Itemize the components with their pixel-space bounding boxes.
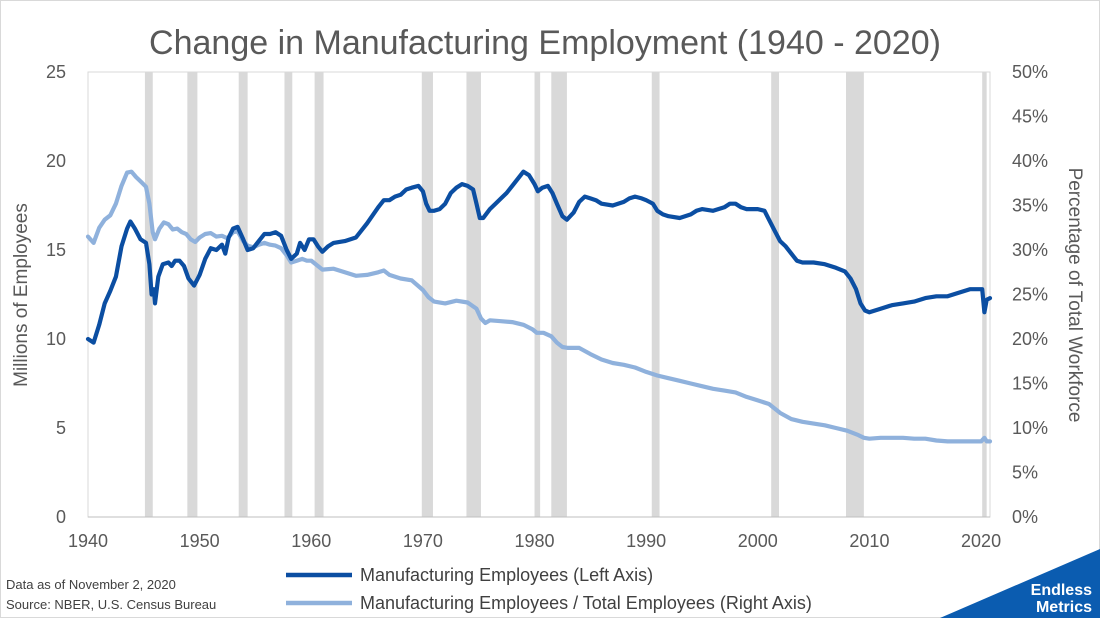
recession-band [651, 72, 660, 517]
x-tick-label: 1990 [626, 531, 666, 551]
y2-tick-label: 5% [1012, 463, 1038, 483]
y-tick-label: 15 [46, 240, 66, 260]
y2-tick-label: 25% [1012, 285, 1048, 305]
y-tick-label: 0 [56, 507, 66, 527]
x-tick-label: 2010 [849, 531, 889, 551]
chart-title: Change in Manufacturing Employment (1940… [149, 24, 941, 62]
legend-label: Manufacturing Employees / Total Employee… [360, 593, 812, 613]
recession-band [314, 72, 324, 517]
y-tick-label: 25 [46, 62, 66, 82]
y2-tick-label: 50% [1012, 62, 1048, 82]
recession-band [238, 72, 248, 517]
logo-line-1: Endless [1030, 582, 1092, 599]
series-line-share [85, 169, 993, 444]
x-tick-label: 1940 [68, 531, 108, 551]
y-tick-label: 5 [56, 418, 66, 438]
recession-band [144, 72, 153, 517]
series-line-employees [85, 169, 993, 345]
y2-tick-label: 20% [1012, 329, 1048, 349]
recession-band [466, 72, 481, 517]
y2-tick-label: 10% [1012, 418, 1048, 438]
x-tick-label: 1970 [403, 531, 443, 551]
x-tick-label: 1980 [515, 531, 555, 551]
recession-band [845, 72, 864, 517]
x-tick-label: 2020 [961, 531, 1001, 551]
recession-band [284, 72, 293, 517]
right-axis-title: Percentage of Total Workforce [1064, 168, 1085, 423]
y2-tick-label: 0% [1012, 507, 1038, 527]
axes: 1940 1950 1960 1970 1980 1990 2000 2010 20200510… [46, 62, 1048, 551]
logo-text: Endless Metrics [1031, 582, 1092, 616]
recession-band [534, 72, 541, 517]
recession-band [771, 72, 780, 517]
y2-tick-label: 35% [1012, 196, 1048, 216]
legend-label: Manufacturing Employees (Left Axis) [360, 565, 653, 585]
date-note: Data as of November 2, 2020 [6, 577, 176, 592]
logo-line-2: Metrics [1035, 599, 1092, 616]
recession-bands [144, 72, 987, 517]
x-tick-label: 1960 [291, 531, 331, 551]
series-lines [85, 169, 993, 444]
y2-tick-label: 15% [1012, 374, 1048, 394]
x-tick-label: 1950 [180, 531, 220, 551]
recession-band [187, 72, 198, 517]
recession-band [551, 72, 567, 517]
y2-tick-label: 45% [1012, 107, 1048, 127]
x-tick-label: 2000 [738, 531, 778, 551]
y-tick-label: 10 [46, 329, 66, 349]
y-tick-label: 20 [46, 151, 66, 171]
logo-badge [940, 549, 1100, 618]
source-note: Source: NBER, U.S. Census Bureau [6, 597, 217, 612]
y2-tick-label: 30% [1012, 240, 1048, 260]
left-axis-title: Millions of Employees [11, 203, 32, 387]
legend: Manufacturing Employees (Left Axis) Manuf… [286, 565, 812, 613]
y2-tick-label: 40% [1012, 151, 1048, 171]
